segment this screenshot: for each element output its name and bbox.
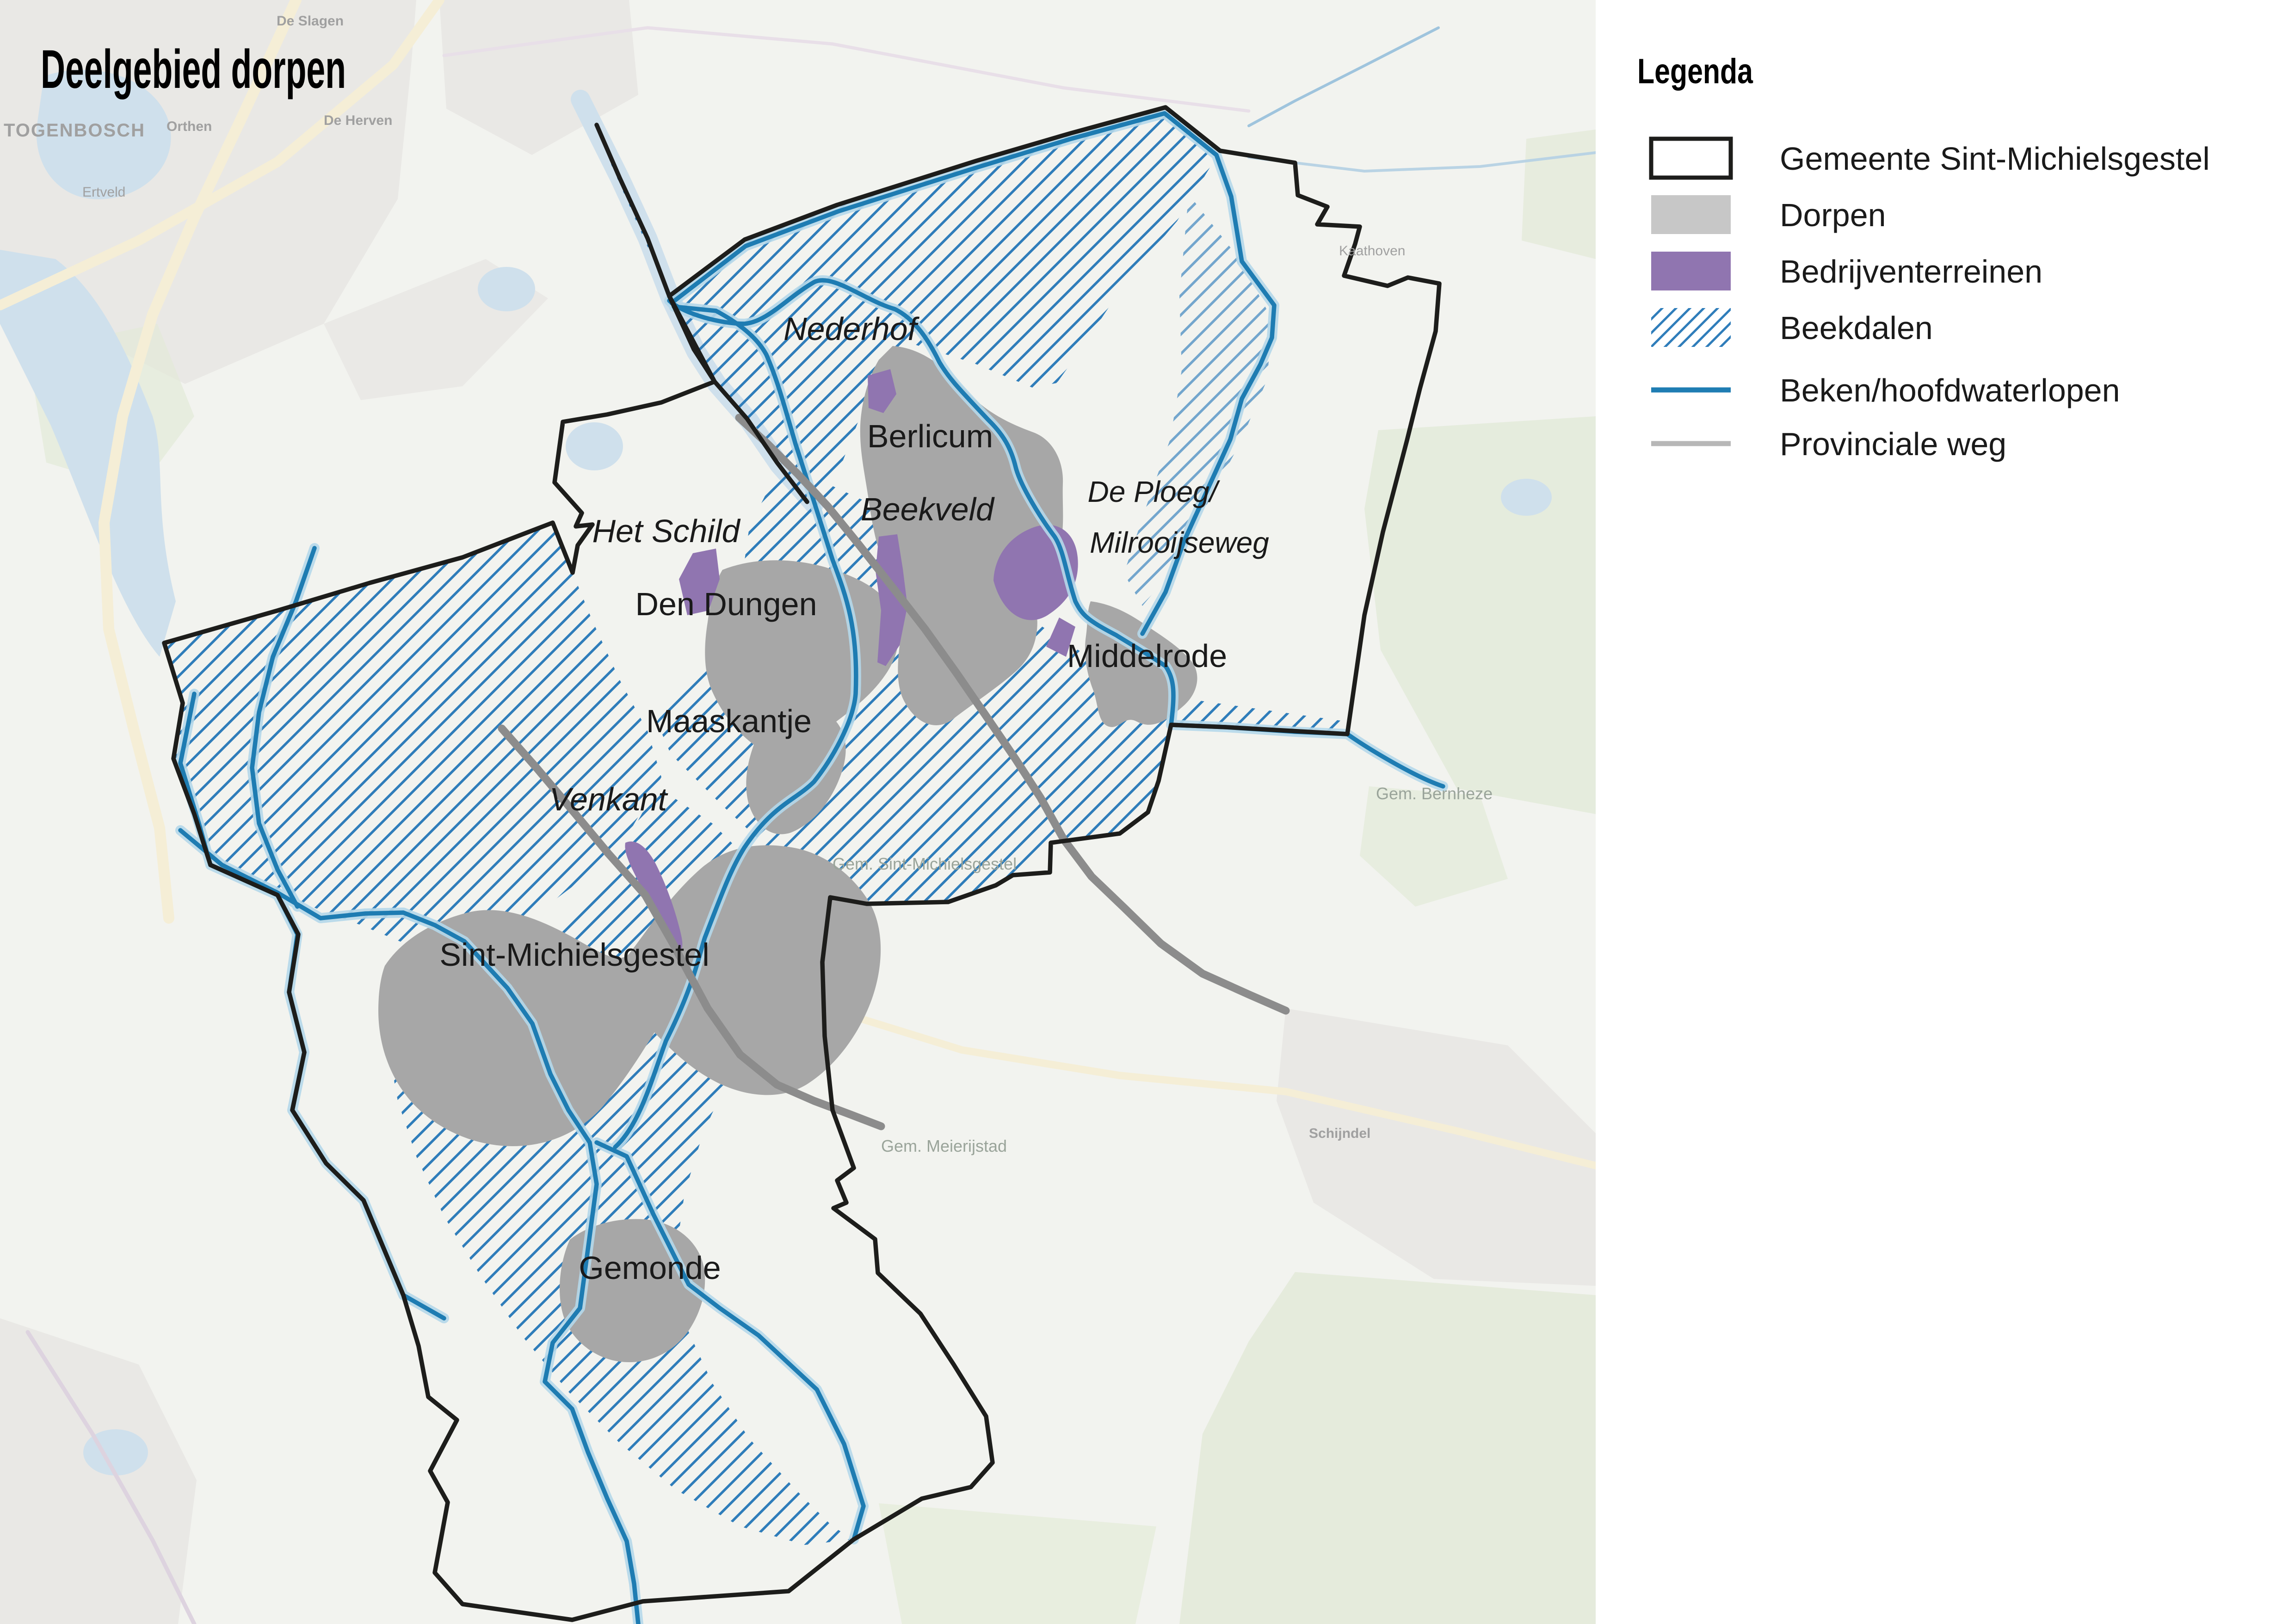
label-gemonde: Gemonde xyxy=(579,1250,721,1286)
basemap-label-de-herven: De Herven xyxy=(324,113,392,128)
stream-west-small xyxy=(250,546,317,909)
legend-label-provinciale-weg: Provinciale weg xyxy=(1780,426,2006,462)
label-sint-michielsgestel: Sint-Michielsgestel xyxy=(439,937,709,973)
map-canvas: TOGENBOSCH De Slagen Orthen De Herven Er… xyxy=(0,0,1596,1624)
label-nederhof: Nederhof xyxy=(784,311,920,347)
basemap-label-bernheze: Gem. Bernheze xyxy=(1376,784,1493,803)
provincial-road-n617 xyxy=(498,724,885,1130)
urban-schijndel xyxy=(1277,1008,1596,1286)
basemap-label-orthen: Orthen xyxy=(167,119,212,134)
highway-a59 xyxy=(0,0,444,310)
green-southeast xyxy=(1179,1272,1596,1624)
wetering-bairlere xyxy=(1247,151,1596,173)
water-meerse-plas xyxy=(566,422,623,470)
basemap-green-areas xyxy=(28,130,1596,1624)
page-title: Deelgebied dorpen xyxy=(41,39,346,100)
legend-label-gemeente: Gemeente Sint-Michielsgestel xyxy=(1780,141,2210,177)
label-venkant: Venkant xyxy=(549,781,668,817)
legend-swatch-gemeente xyxy=(1649,136,1733,180)
label-beekveld: Beekveld xyxy=(861,491,995,527)
business-beekveld xyxy=(876,534,907,666)
basemap-label-meierijstad: Gem. Meierijstad xyxy=(881,1136,1007,1155)
water-pond-ne xyxy=(1501,479,1552,516)
business-nederhof xyxy=(868,369,896,413)
beekdal-northwest xyxy=(606,107,1220,502)
label-de-ploeg: De Ploeg/ xyxy=(1087,475,1220,508)
basemap-label-kaathoven: Kaathoven xyxy=(1339,243,1405,259)
legend-label-beekdalen: Beekdalen xyxy=(1780,310,1933,346)
legend-label-beken: Beken/hoofdwaterlopen xyxy=(1780,372,2120,408)
label-middelrode: Middelrode xyxy=(1067,638,1227,674)
label-milrooijseweg: Milrooijseweg xyxy=(1090,526,1269,559)
basemap-label-ertveld: Ertveld xyxy=(82,185,125,200)
stream-dommel xyxy=(178,828,641,1624)
highway-a2 xyxy=(99,0,302,924)
beekdal-wambergse xyxy=(1124,194,1272,606)
stream-gemondse xyxy=(594,1140,866,1542)
green-kersouwe xyxy=(1360,786,1508,907)
legend-label-dorpen: Dorpen xyxy=(1780,197,1886,233)
label-berlicum: Berlicum xyxy=(867,418,993,454)
village-berlicum xyxy=(860,346,1063,725)
municipality-boundary-loop xyxy=(162,105,1442,1622)
water-noorderplas xyxy=(478,267,535,311)
green-east xyxy=(1522,130,1596,259)
municipality-boundary-canal xyxy=(594,123,809,504)
railway-vught xyxy=(25,1330,197,1624)
stream-groote-wetering xyxy=(669,111,1277,636)
business-venkant xyxy=(625,841,683,951)
water-river-band-west xyxy=(0,250,176,657)
water-pond-vught xyxy=(83,1429,148,1476)
business-areas xyxy=(625,369,1078,951)
legend-swatch-beekdalen xyxy=(1651,308,1731,347)
business-het-schild xyxy=(679,549,720,615)
map-labels: Nederhof Berlicum Beekveld De Ploeg/ Mil… xyxy=(439,311,1269,1286)
legend: Legenda Gemeente Sint-Michielsgestel Dor… xyxy=(1637,52,2210,462)
basemap-water xyxy=(0,69,1552,1476)
provincial-roads xyxy=(498,414,1290,1130)
label-het-schild: Het Schild xyxy=(592,513,740,549)
green-northeast-forest xyxy=(1364,416,1596,814)
stream-aa xyxy=(667,278,1445,789)
business-de-ploeg-south xyxy=(1046,617,1075,657)
railway-rosmalen xyxy=(442,26,1251,113)
water-lake-nw xyxy=(36,69,171,199)
green-south-of-gemonde xyxy=(879,1503,1156,1624)
legend-swatch-bedrijventerreinen xyxy=(1651,252,1731,290)
label-maaskantje: Maaskantje xyxy=(646,703,812,739)
municipality-boundary xyxy=(162,105,1442,1622)
basemap-label-de-slagen: De Slagen xyxy=(277,13,344,29)
label-den-dungen: Den Dungen xyxy=(635,586,817,622)
wetering-nieuwekampen xyxy=(1247,26,1440,127)
legend-swatch-dorpen xyxy=(1651,195,1731,234)
legend-title: Legenda xyxy=(1637,52,1753,91)
provincial-road-n279 xyxy=(735,414,1290,1015)
legend-label-bedrijventerreinen: Bedrijventerreinen xyxy=(1780,253,2042,290)
road-n617-boschweg xyxy=(831,1007,1596,1169)
basemap-label-gem-smg: Gem. Sint-Michielsgestel xyxy=(833,854,1017,873)
basemap-labels: TOGENBOSCH De Slagen Orthen De Herven Er… xyxy=(4,13,1493,1155)
basemap-label-den-bosch: TOGENBOSCH xyxy=(4,120,145,141)
basemap-label-schijndel: Schijndel xyxy=(1309,1126,1370,1141)
